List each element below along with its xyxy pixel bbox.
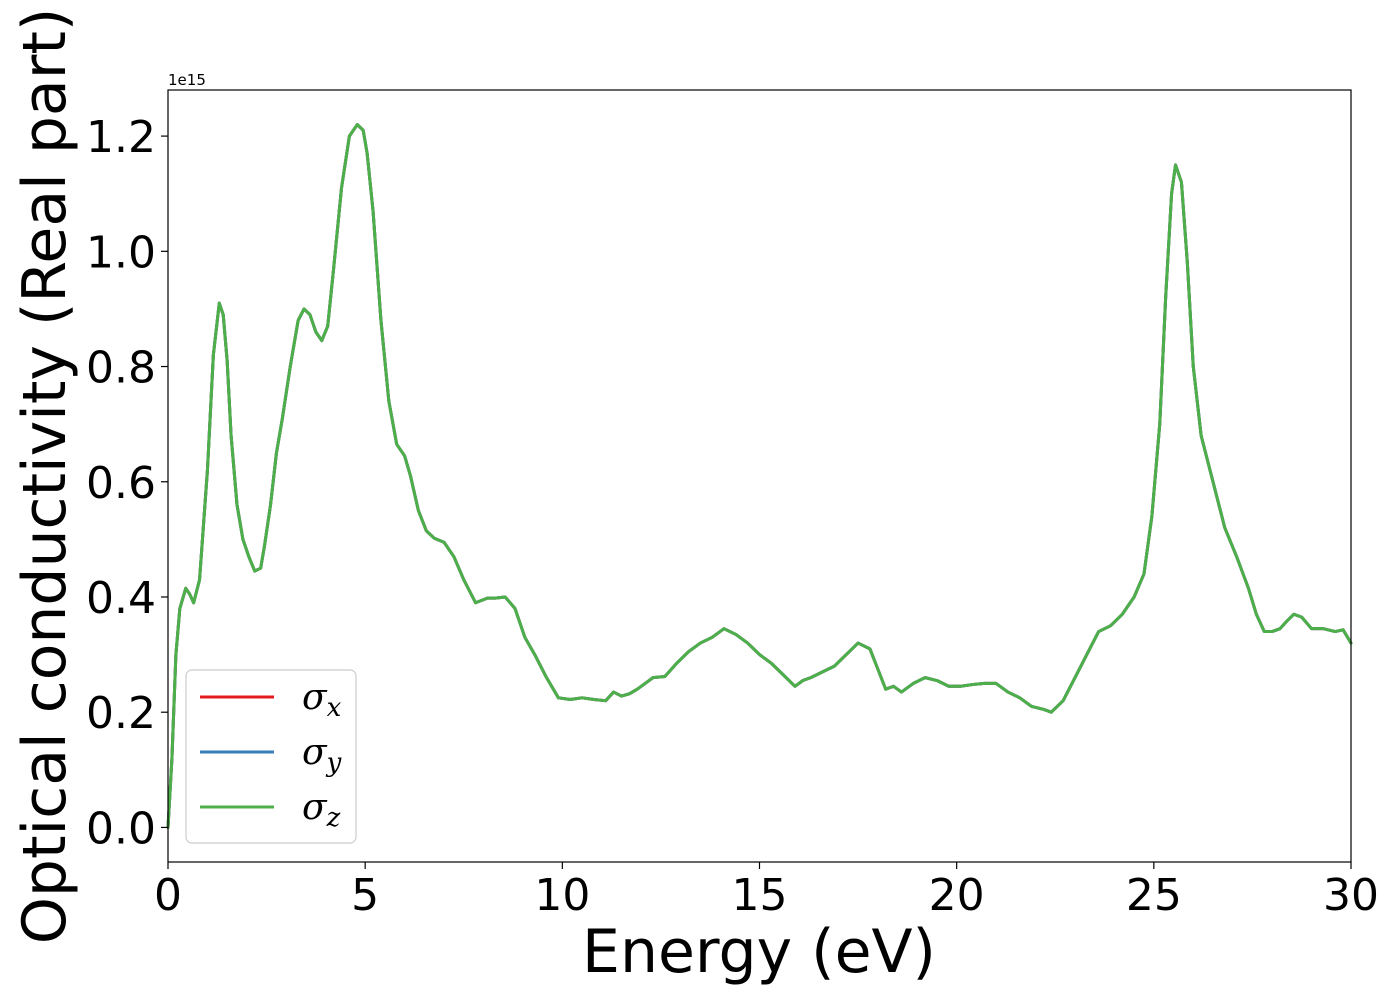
legend-label-sigma-z: σz (302, 787, 341, 833)
legend-label-sigma-y: σy (302, 732, 342, 778)
x-tick-label: 30 (1323, 870, 1379, 921)
x-tick-label: 0 (154, 870, 182, 921)
legend-box (185, 669, 357, 844)
y-tick-label: 0.0 (86, 803, 156, 854)
x-axis-label: Energy (eV) (582, 917, 936, 987)
x-tick-label: 15 (732, 870, 788, 921)
legend-items: σx σy σz (200, 677, 342, 833)
series-layer (166, 123, 1353, 829)
y-offset-label: 1e15 (168, 71, 206, 89)
y-axis-label: Optical conductivity (Real part) (10, 8, 80, 945)
legend-label-sigma-x: σx (302, 677, 342, 723)
x-axis-ticks: 0 5 10 15 20 25 30 (154, 862, 1379, 921)
series-line-sigma-z (166, 123, 1353, 829)
x-tick-label: 25 (1126, 870, 1182, 921)
y-tick-label: 0.6 (86, 458, 156, 509)
x-tick-label: 20 (929, 870, 985, 921)
x-tick-label: 5 (351, 870, 379, 921)
legend: σx σy σz (185, 669, 357, 844)
y-tick-label: 0.4 (86, 573, 156, 624)
y-tick-label: 0.2 (86, 688, 156, 739)
x-tick-label: 10 (534, 870, 590, 921)
y-tick-label: 0.8 (86, 343, 156, 394)
y-tick-label: 1.0 (86, 227, 156, 278)
y-axis-ticks: 0.0 0.2 0.4 0.6 0.8 1.0 1.2 (86, 112, 168, 854)
y-tick-label: 1.2 (86, 112, 156, 163)
